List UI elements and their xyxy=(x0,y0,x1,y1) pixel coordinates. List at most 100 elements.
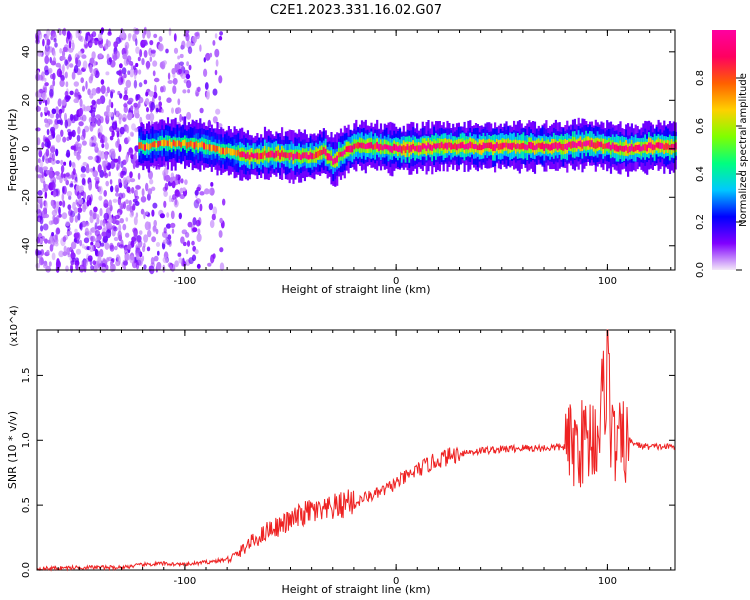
heatmap-cell xyxy=(423,143,426,149)
heatmap-cell xyxy=(571,141,575,148)
heatmap-cell xyxy=(91,69,96,76)
heatmap-cell xyxy=(45,148,50,157)
heatmap-cell xyxy=(73,114,79,122)
heatmap-cell xyxy=(67,56,73,62)
heatmap-cell xyxy=(175,191,181,197)
heatmap-cell xyxy=(172,194,177,200)
heatmap-cell xyxy=(49,113,55,119)
heatmap-cell xyxy=(564,144,567,150)
y-tick-label: -20 xyxy=(21,189,32,205)
heatmap-cell xyxy=(167,80,173,84)
y-tick-label: 0 xyxy=(21,146,32,152)
heatmap-cell xyxy=(611,142,614,150)
heatmap-cell xyxy=(65,220,70,227)
heatmap-cell xyxy=(222,147,225,155)
heatmap-cell xyxy=(606,142,609,149)
heatmap-cell xyxy=(642,144,645,151)
heatmap-cell xyxy=(78,121,84,127)
heatmap-cell xyxy=(58,206,61,216)
heatmap-cell xyxy=(92,210,97,219)
heatmap-cell xyxy=(317,151,320,158)
heatmap-cell xyxy=(585,140,588,147)
heatmap-cell xyxy=(82,104,86,112)
heatmap-cell xyxy=(51,158,56,165)
heatmap-cell xyxy=(634,144,637,152)
heatmap-cell xyxy=(96,98,102,105)
heatmap-cell xyxy=(128,112,133,118)
heatmap-cell xyxy=(129,68,135,78)
heatmap-cell xyxy=(48,170,54,179)
heatmap-cell xyxy=(60,171,64,180)
heatmap-cell xyxy=(187,141,190,148)
heatmap-cell xyxy=(219,247,224,253)
heatmap-cell xyxy=(151,142,154,148)
heatmap-cell xyxy=(118,69,123,77)
heatmap-cell xyxy=(36,137,41,146)
colorbar-tick-label: 0.0 xyxy=(695,262,706,278)
heatmap-cell xyxy=(89,209,93,217)
heatmap-cell xyxy=(246,152,249,159)
heatmap-cell xyxy=(67,204,72,210)
heatmap-cell xyxy=(362,142,365,149)
heatmap-cell xyxy=(197,86,201,93)
heatmap-cell xyxy=(674,142,677,150)
heatmap-cell xyxy=(142,144,145,150)
heatmap-cell xyxy=(64,119,69,129)
heatmap-cell xyxy=(66,190,73,197)
heatmap-cell xyxy=(537,142,540,148)
heatmap-cell xyxy=(73,65,79,74)
heatmap-cell xyxy=(646,144,649,152)
snr-x-axis-label: Height of straight line (km) xyxy=(281,583,430,596)
heatmap-cell xyxy=(52,79,56,87)
heatmap-cell xyxy=(164,182,169,191)
heatmap-cell xyxy=(473,144,476,149)
heatmap-cell xyxy=(66,30,71,40)
heatmap-cell xyxy=(52,50,56,57)
heatmap-cell xyxy=(55,260,61,269)
heatmap-cell xyxy=(476,145,479,151)
heatmap-cell xyxy=(171,68,176,75)
heatmap-cell xyxy=(97,164,102,173)
heatmap-cell xyxy=(49,88,54,97)
heatmap-cell xyxy=(81,114,87,122)
heatmap-cell xyxy=(186,61,190,67)
heatmap-cell xyxy=(187,46,193,54)
colorbar-gradient xyxy=(712,30,736,270)
heatmap-cell xyxy=(61,50,66,58)
heatmap-cell xyxy=(146,29,151,39)
heatmap-cell xyxy=(69,183,74,188)
x-tick-label: 0 xyxy=(393,276,399,287)
heatmap-cell xyxy=(490,142,493,149)
heatmap-cell xyxy=(103,199,109,209)
heatmap-cell xyxy=(42,38,45,47)
heatmap-cell xyxy=(55,106,59,115)
heatmap-cell xyxy=(97,250,101,257)
heatmap-cell xyxy=(119,203,124,210)
heatmap-cell xyxy=(328,153,331,161)
heatmap-cell xyxy=(86,200,90,207)
heatmap-cell xyxy=(104,160,109,167)
heatmap-cell xyxy=(95,114,101,119)
heatmap-cell xyxy=(389,145,392,153)
heatmap-cell xyxy=(58,213,62,218)
heatmap-cell xyxy=(42,166,49,171)
heatmap-cell xyxy=(110,160,115,170)
heatmap-cell xyxy=(159,140,162,146)
heatmap-cell xyxy=(35,263,41,269)
heatmap-cell xyxy=(123,73,127,79)
heatmap-cell xyxy=(296,151,299,159)
heatmap-cell xyxy=(99,124,103,134)
heatmap-cell xyxy=(158,101,162,107)
heatmap-cell xyxy=(44,191,48,199)
heatmap-cell xyxy=(214,33,218,39)
heatmap-cell xyxy=(119,93,123,99)
heatmap-cell xyxy=(60,75,65,82)
heatmap-cell xyxy=(185,142,189,149)
heatmap-cell xyxy=(577,141,580,147)
heatmap-cell xyxy=(176,107,182,114)
heatmap-cell xyxy=(556,143,559,151)
heatmap-cell xyxy=(160,108,164,114)
heatmap-cell xyxy=(438,143,441,150)
heatmap-cell xyxy=(273,152,276,159)
heatmap-cell xyxy=(65,265,69,272)
